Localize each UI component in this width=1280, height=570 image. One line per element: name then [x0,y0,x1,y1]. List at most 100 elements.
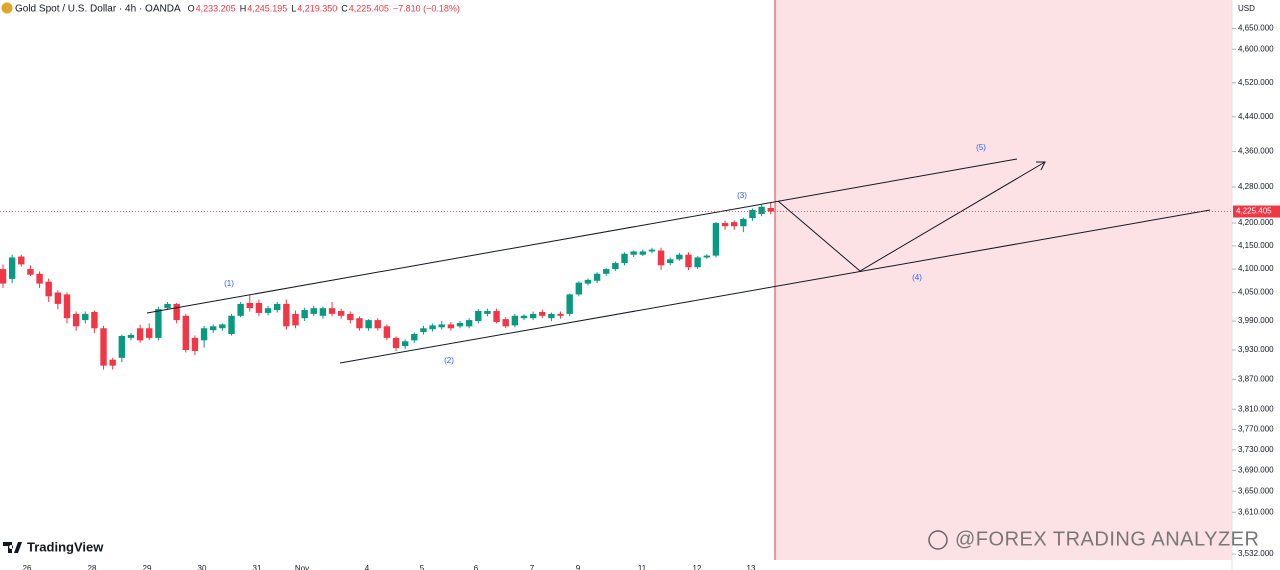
candle-body [520,315,528,319]
candle-body [539,311,546,316]
candle-body [310,308,317,314]
candle-body [411,334,418,341]
candle-body [758,206,765,214]
wave-label: (1) [224,279,234,288]
candle-body [603,269,610,274]
candle-body [447,324,455,329]
candle-body [54,292,62,304]
watermark-icon [928,530,948,550]
candle-body [484,311,491,314]
candle-body [767,207,774,212]
ohlc-value: 4,233.205 [196,3,236,13]
candle-body [493,311,500,323]
candle-body [703,255,710,258]
candle-body [155,309,162,338]
y-tick-label: 3,690.000 [1238,466,1274,475]
candle-body [0,269,7,284]
ohlc-key: C [341,3,348,13]
channel-lower [339,209,1211,364]
candle-body [420,328,427,333]
x-tick-label: 29 [143,564,152,570]
candle-body [548,313,555,319]
x-tick-label: 4 [365,564,370,570]
forecast-zone [775,0,1232,560]
candle-body [621,253,628,264]
candle-body [109,359,116,366]
y-tick-label: 3,610.000 [1238,507,1274,516]
candle-body [337,311,345,316]
candle-body [392,337,400,349]
ohlc-value: 4,245.195 [247,3,287,13]
candle-body [593,273,601,281]
candle-body [264,308,272,313]
candle-body [694,257,701,268]
y-tick-label: 3,770.000 [1238,425,1274,434]
logo-icon [3,542,22,553]
x-tick-label: 9 [576,564,581,570]
candle-body [18,256,25,265]
wave-label: (4) [912,273,922,282]
candle-body [274,303,281,311]
y-tick-label: 4,520.000 [1238,78,1274,87]
candle-body [200,328,208,341]
y-tick-label: 4,150.000 [1238,241,1274,250]
candle-body [511,315,519,326]
candle-body [456,322,464,327]
candle-body [365,320,372,329]
candle-body [182,315,189,351]
candle-body [146,328,153,338]
candle-body [429,325,436,330]
candle-body [667,259,674,264]
candle-body [319,308,327,316]
x-tick-label: 5 [420,564,425,570]
candle-body [136,328,144,341]
x-tick-label: 7 [530,564,535,570]
y-tick-label: 3,870.000 [1238,375,1274,384]
y-tick-label: 4,600.000 [1238,44,1274,53]
candle-body [383,326,391,338]
y-tick-label: 4,100.000 [1238,264,1274,273]
candle-body [301,310,308,319]
y-tick-label: 3,990.000 [1238,316,1274,325]
candle-body [283,303,290,327]
candle-body [164,303,171,309]
ohlc-value: 4,225.405 [349,3,389,13]
last-price-label: 4,225.405 [1236,207,1272,216]
candles [0,202,774,370]
candle-body [612,263,619,270]
y-tick-label: 4,200.000 [1238,218,1274,227]
candle-body [255,302,263,313]
candle-body [529,313,537,319]
candle-body [557,313,564,316]
candle-body [356,318,363,329]
y-tick-label: 4,360.000 [1238,147,1274,156]
symbol-title: Gold Spot / U.S. Dollar · 4h · OANDA [15,4,181,15]
candle-body [328,308,336,314]
candle-body [721,223,729,227]
candle-body [465,320,473,327]
header: Gold Spot / U.S. Dollar · 4h · OANDA O 4,… [1,2,460,15]
candle-body [173,303,180,321]
candle-body [191,337,199,351]
candle-body [91,311,98,329]
currency-label: USD [1238,4,1255,13]
wave-label: (3) [737,191,747,200]
x-tick-label: 6 [474,564,479,570]
candle-body [648,249,656,252]
candle-body [82,313,89,321]
x-tick-label: 31 [253,564,262,570]
candle-body [731,222,738,227]
candle-body [63,294,71,319]
candle-body [401,341,409,347]
candle-body [740,218,747,227]
candle-body [575,282,583,295]
x-tick-label: 30 [198,564,207,570]
ohlc-value: 4,219.350 [297,3,337,13]
last-price-box [1233,205,1280,218]
candle-body [228,315,235,335]
y-tick-label: 3,730.000 [1238,445,1274,454]
candle-body [292,313,299,326]
candle-body [639,251,646,255]
